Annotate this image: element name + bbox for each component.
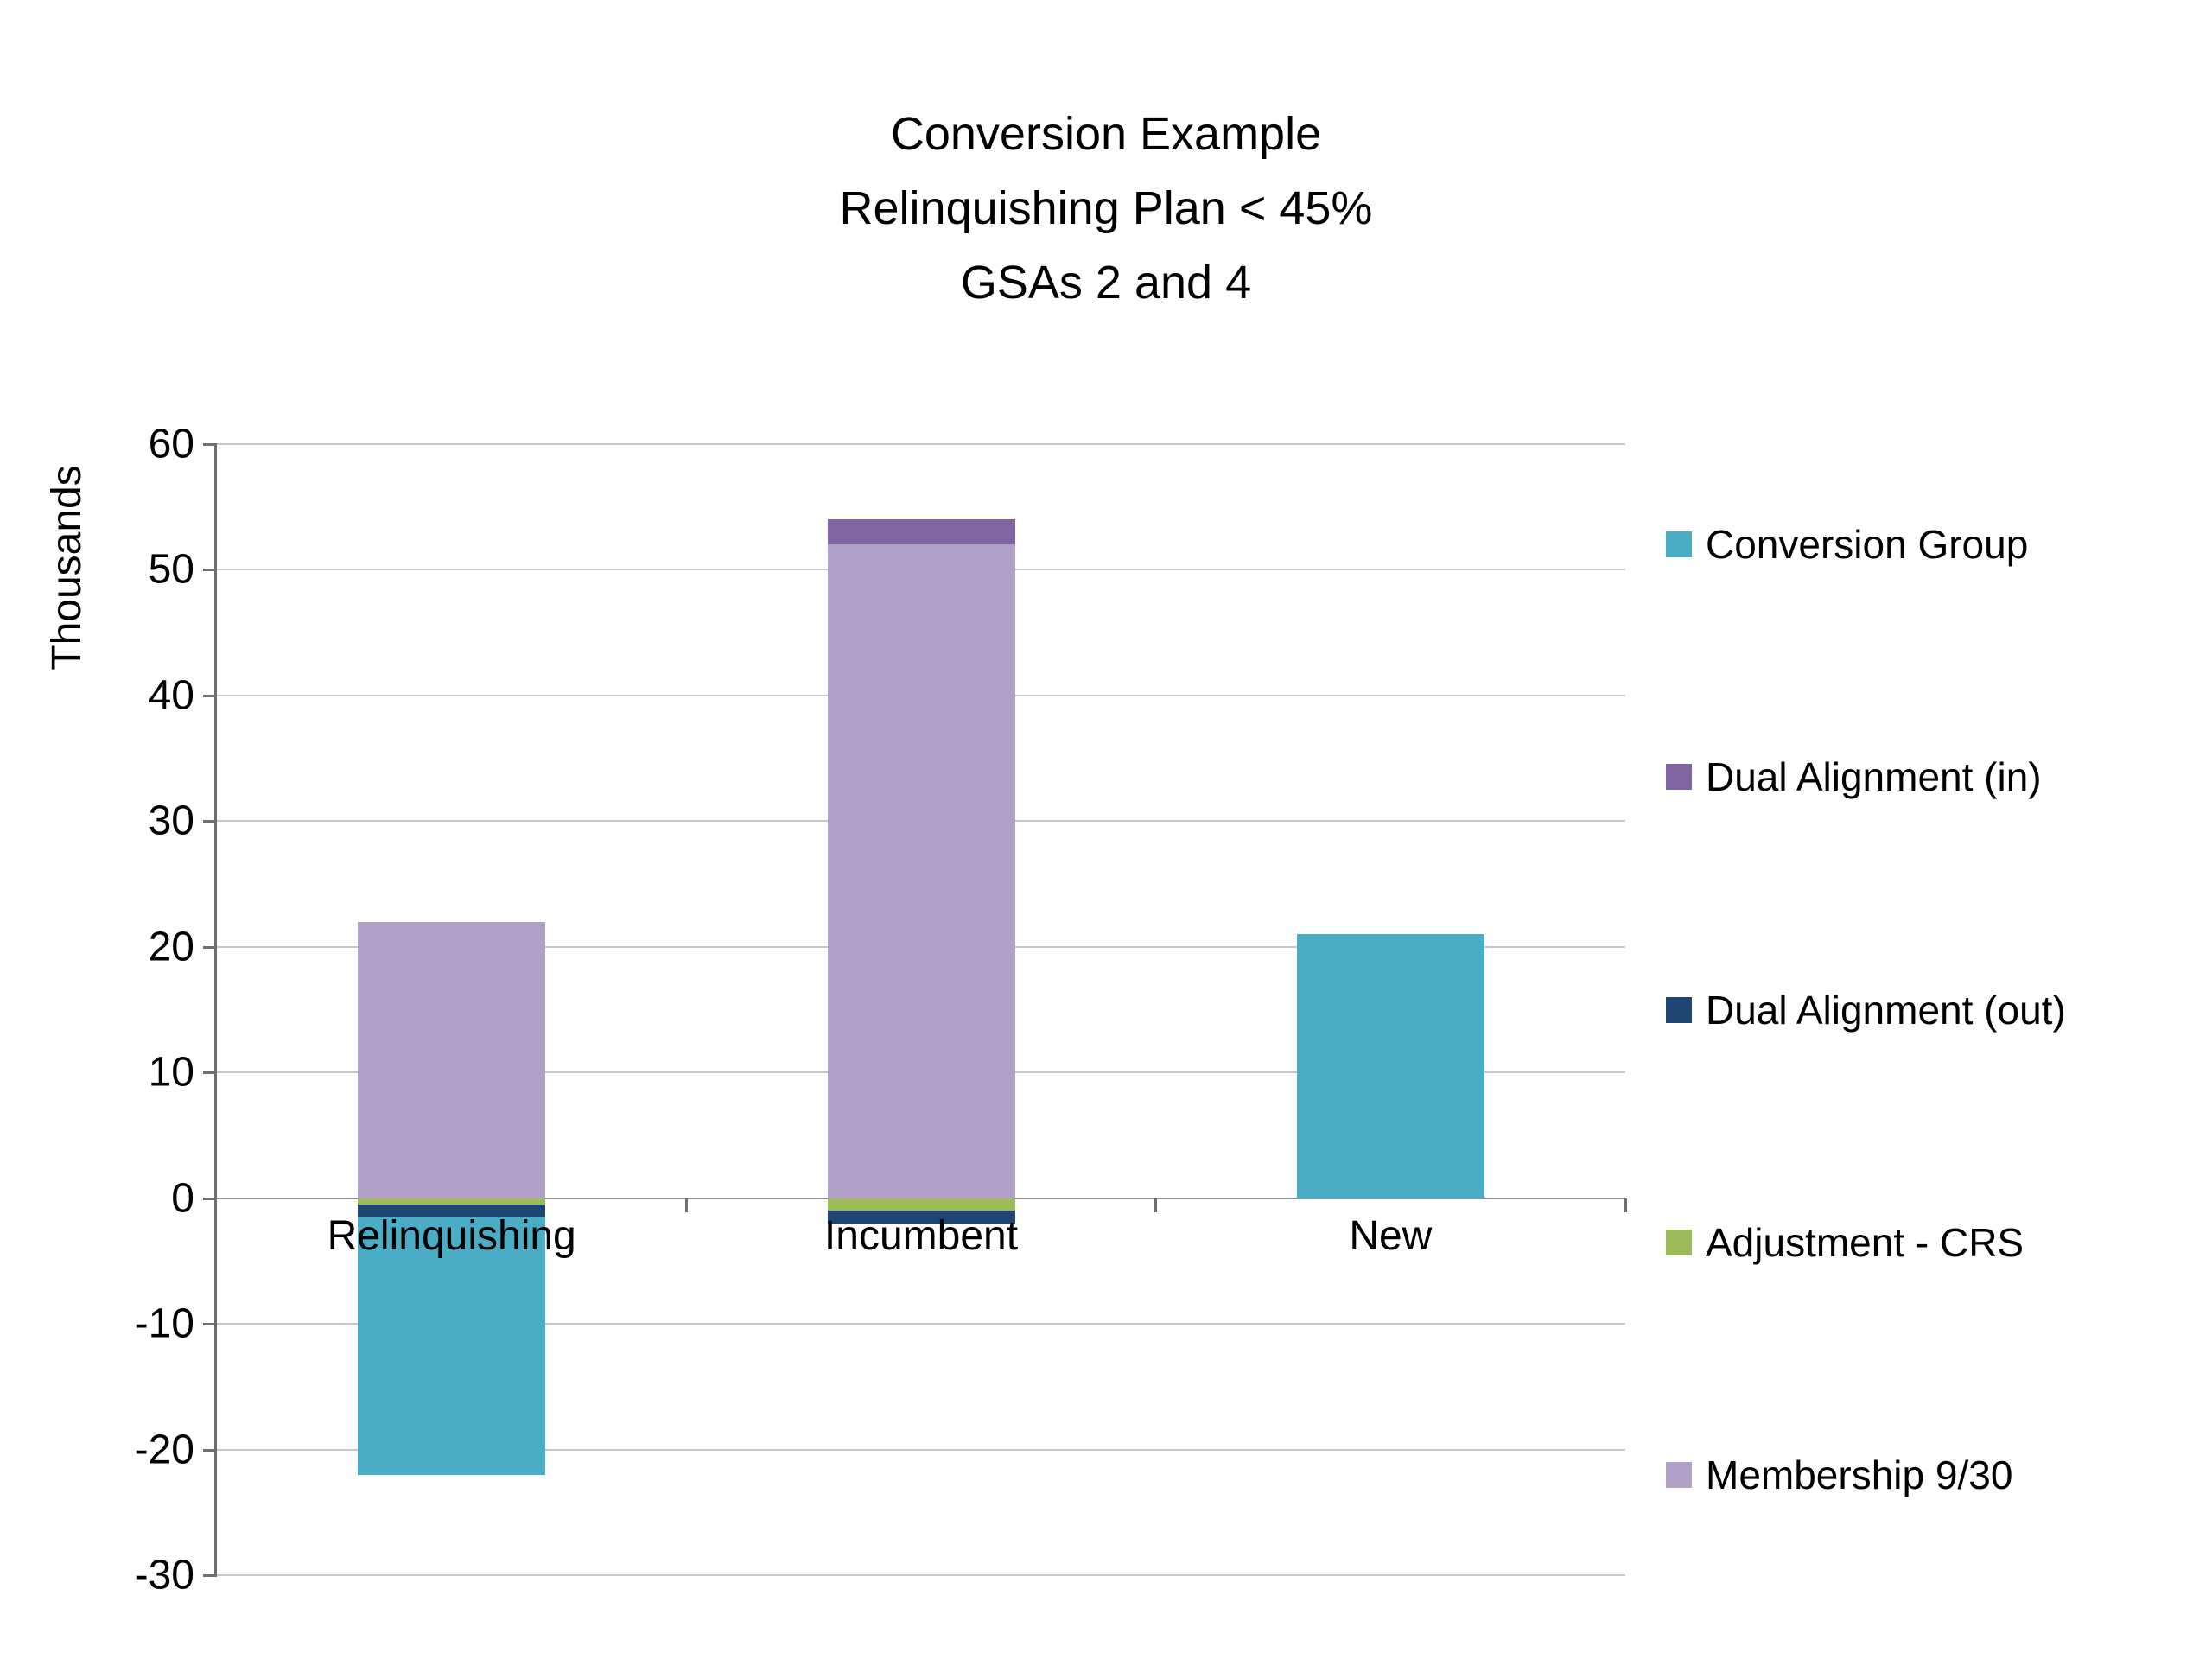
legend-label: Membership 9/30 [1706, 1452, 2013, 1497]
legend: Conversion Group Dual Alignment (in) Dual … [1666, 444, 2210, 1654]
y-axis-tick [203, 1323, 217, 1326]
y-axis-label: 20 [148, 924, 194, 970]
y-axis-tick [203, 1448, 217, 1452]
legend-swatch [1666, 997, 1692, 1023]
legend-label: Dual Alignment (in) [1706, 754, 2042, 799]
bar-segment [358, 1204, 546, 1217]
legend-label: Dual Alignment (out) [1706, 988, 2066, 1033]
y-axis-label: -30 [134, 1552, 194, 1599]
gridline [217, 1448, 1625, 1451]
y-axis-label: -10 [134, 1300, 194, 1347]
plot-area: 60 50 40 30 20 10 0 -10 -20 -30 Relinquishing Incum… [135, 422, 1627, 1599]
y-axis-label: 50 [148, 546, 194, 593]
bar-segment [358, 921, 546, 1198]
gridline [217, 443, 1625, 445]
legend-swatch [1666, 1230, 1692, 1255]
y-axis-tick [203, 1197, 217, 1200]
y-axis-tick [203, 820, 217, 823]
bar-segment [358, 1198, 546, 1205]
x-axis-label: Incumbent [823, 1212, 1019, 1259]
x-axis-label: New [1349, 1212, 1433, 1259]
y-axis-tick [203, 1574, 217, 1577]
legend-item: Adjustment - CRS [1666, 1219, 2024, 1266]
legend-item: Dual Alignment (out) [1666, 987, 2066, 1033]
chart-title-line-1: Conversion Example [890, 108, 1322, 160]
x-axis-label: Relinquishing [327, 1212, 576, 1259]
bar-segment [358, 1217, 546, 1475]
y-axis-tick [203, 694, 217, 697]
chart-title-line-2: Relinquishing Plan < 45% [839, 182, 1373, 234]
y-axis-tick [203, 1071, 217, 1075]
y-axis-label: 40 [148, 672, 194, 719]
y-axis-label: -20 [134, 1427, 194, 1473]
y-axis-tick [203, 945, 217, 949]
y-axis-tick [203, 569, 217, 572]
bar-segment [1296, 934, 1484, 1198]
chart-title-line-3: GSAs 2 and 4 [960, 257, 1252, 308]
y-axis-tick [203, 443, 217, 446]
bar-segment [827, 1211, 1015, 1224]
chart-title: Conversion Example Relinquishing Plan < … [0, 97, 2212, 320]
x-axis-tick [1624, 1198, 1627, 1212]
x-axis-tick [1154, 1198, 1158, 1212]
gridline [217, 1323, 1625, 1325]
x-axis-tick [684, 1198, 688, 1212]
bar-segment [827, 544, 1015, 1198]
legend-label: Conversion Group [1706, 522, 2029, 567]
legend-item: Conversion Group [1666, 521, 2028, 568]
legend-item: Membership 9/30 [1666, 1452, 2012, 1498]
y-axis-title: Thousands [44, 465, 90, 671]
gridline [217, 1574, 1625, 1576]
legend-swatch [1666, 1462, 1692, 1488]
y-axis-label: 60 [148, 421, 194, 467]
bar-segment [827, 1198, 1015, 1211]
legend-item: Dual Alignment (in) [1666, 753, 2042, 800]
legend-swatch [1666, 531, 1692, 557]
bar-segment [827, 519, 1015, 545]
legend-swatch [1666, 764, 1692, 790]
legend-label: Adjustment - CRS [1706, 1220, 2024, 1265]
y-axis-label: 30 [148, 798, 194, 844]
y-axis-label: 0 [171, 1175, 194, 1222]
y-axis-label: 10 [148, 1049, 194, 1096]
